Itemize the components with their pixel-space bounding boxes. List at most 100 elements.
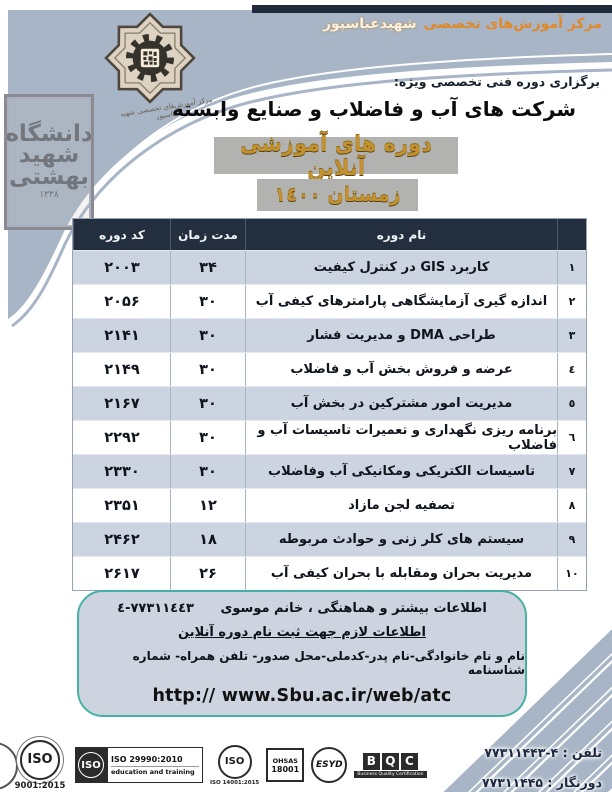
contact-info-box: اطلاعات بیشتر و هماهنگی ، خانم موسوی ٧٧٣… xyxy=(77,590,527,717)
bqc-letter-b: B xyxy=(362,752,380,770)
footer-contact: تلفن : ۷۷۳۱۱۴۴۳-۴ دورنگار : ۷۷۳۱۱۴۴۵ xyxy=(482,738,602,792)
ohsas-18001-logo-icon: OHSAS 18001 xyxy=(266,748,305,782)
table-row: ٢ اندازه گیری آزمایشگاهی پارامترهای کیفی… xyxy=(73,284,586,318)
course-name: مدیریت امور مشترکین در بخش آب xyxy=(245,387,557,420)
course-code: ۲۱۶۷ xyxy=(104,395,140,412)
iso-29990-logo-icon: ISO ISO 29990:2010 education and trainin… xyxy=(75,747,203,783)
iso-14001-logo-icon: ISO ISO 14001:2015 xyxy=(210,744,260,786)
iso-9001-label: ISO xyxy=(27,752,53,767)
footer-fax-number: ۷۷۳۱۱۴۴۵ xyxy=(482,775,544,790)
bqc-letter-q: Q xyxy=(381,752,399,770)
watermark-year: ١٣٣٨ xyxy=(39,189,59,200)
watermark-line3: بهشتی xyxy=(9,163,90,190)
course-name: اندازه گیری آزمایشگاهی پارامترهای کیفی آ… xyxy=(245,285,557,318)
footer-fax-label: دورنگار : xyxy=(547,775,602,790)
org-title-part2: شهیدعباسپور xyxy=(322,16,417,32)
kicker-text: برگزاری دوره فنی تخصصی ویژه: xyxy=(393,74,600,89)
course-name: تاسیسات الکتریکی ومکانیکی آب وفاضلاب xyxy=(245,455,557,488)
badge-winter-1400: زمستان ١٤٠٠ xyxy=(257,179,418,211)
watermark-line2: شهید xyxy=(18,142,80,169)
contact-phone-number: ٧٧٣١١٤٤٣-٤ xyxy=(117,601,194,616)
table-row: ١ کاربرد GIS در کنترل کیفیت ۳۴ ۲۰۰۳ xyxy=(73,250,586,284)
iso-9001-logo-icon: ISO 9001:2015 xyxy=(12,739,68,791)
course-duration: ۱۸ xyxy=(170,523,245,556)
row-number: ٤ xyxy=(557,353,586,386)
course-duration: ۳۰ xyxy=(170,387,245,420)
table-row: ٩ سیستم های کلر زنی و حوادث مربوطه ۱۸ ۲۴… xyxy=(73,522,586,556)
center-emblem-icon xyxy=(104,12,196,104)
row-number: ٣ xyxy=(557,319,586,352)
course-duration: ۳۰ xyxy=(170,319,245,352)
course-name: کاربرد GIS در کنترل کیفیت xyxy=(245,251,557,284)
contact-info-line: اطلاعات بیشتر و هماهنگی ، خانم موسوی ٧٧٣… xyxy=(117,601,487,616)
course-name: طراحی DMA و مدیریت فشار xyxy=(245,319,557,352)
footer-fax-line: دورنگار : ۷۷۳۱۱۴۴۵ xyxy=(482,768,602,792)
course-code: ۲۰۰۳ xyxy=(104,259,140,276)
footer-phone-number: ۷۷۳۱۱۴۴۳-۴ xyxy=(484,745,559,760)
header-course-name: نام دوره xyxy=(245,219,557,250)
course-duration: ۲۶ xyxy=(170,557,245,590)
row-number: ٥ xyxy=(557,387,586,420)
row-number: ١ xyxy=(557,251,586,284)
watermark-line1: دانشگاه xyxy=(5,121,93,148)
bqc-letter-c: C xyxy=(400,752,418,770)
course-duration: ۱۲ xyxy=(170,489,245,522)
row-number: ٢ xyxy=(557,285,586,318)
registration-url-link[interactable]: http:// www.Sbu.ac.ir/web/atc xyxy=(152,686,452,706)
table-row: ٣ طراحی DMA و مدیریت فشار ۳۰ ۲۱۴۱ xyxy=(73,318,586,352)
row-number: ٩ xyxy=(557,523,586,556)
registration-info-heading: اطلاعات لازم جهت ثبت نام دوره آنلاین xyxy=(178,625,426,640)
table-row: ٤ عرضه و فروش بخش آب و فاضلاب ۳۰ ۲۱۴۹ xyxy=(73,352,586,386)
course-code: ۲۳۳۰ xyxy=(104,463,140,480)
bqc-subtitle: Business Quality Certification xyxy=(354,770,427,778)
esyd-logo-icon: ESYD xyxy=(311,747,348,783)
iso-29990-title: ISO 29990:2010 xyxy=(111,754,183,764)
table-row: ٧ تاسیسات الکتریکی ومکانیکی آب وفاضلاب ۳… xyxy=(73,454,586,488)
course-duration: ۳۰ xyxy=(170,455,245,488)
course-code: ۲۱۴۹ xyxy=(104,361,140,378)
course-code: ۲۳۵۱ xyxy=(104,497,140,514)
table-row: ٦ برنامه ریزی نگهداری و تعمیرات تاسیسات … xyxy=(73,420,586,454)
course-duration: ۳۰ xyxy=(170,421,245,454)
registration-fields-line: نام و نام خانوادگی-نام پدر-کدملی-محل صدو… xyxy=(132,649,525,677)
badge-online-courses: دوره های آموزشی آنلاین xyxy=(214,132,458,180)
header-row-number xyxy=(557,219,586,250)
row-number: ٦ xyxy=(557,421,586,454)
iso-14001-label: ISO xyxy=(217,744,252,779)
row-number: ٧ xyxy=(557,455,586,488)
iso-29990-subtitle: education and training xyxy=(111,765,199,776)
footer-phone-line: تلفن : ۷۷۳۱۱۴۴۳-۴ xyxy=(482,738,602,768)
ohsas-number: 18001 xyxy=(271,764,300,774)
course-name: مدیریت بحران ومقابله با بحران کیفی آب xyxy=(245,557,557,590)
header-duration: مدت زمان xyxy=(170,219,245,250)
page-title: شرکت های آب و فاضلاب و صنایع وابسته xyxy=(171,97,576,121)
table-header-row: نام دوره مدت زمان کد دوره xyxy=(73,219,586,250)
ohsas-label: OHSAS xyxy=(272,756,298,765)
row-number: ۱۰ xyxy=(557,557,586,590)
course-name: عرضه و فروش بخش آب و فاضلاب xyxy=(245,353,557,386)
certification-logos: ISO 9001:2015 ISO ISO 29990:2010 educati… xyxy=(12,739,427,791)
course-name: تصفیه لجن مازاد xyxy=(245,489,557,522)
course-code: ۲۰۵۶ xyxy=(104,293,140,310)
iso-9001-number: 9001:2015 xyxy=(14,780,66,791)
bqc-logo-icon: B Q C Business Quality Certification xyxy=(354,752,427,778)
header-course-code: کد دوره xyxy=(73,219,170,250)
course-code: ۲۲۹۲ xyxy=(104,429,140,446)
table-row: ٥ مدیریت امور مشترکین در بخش آب ۳۰ ۲۱۶۷ xyxy=(73,386,586,420)
course-code: ۲۴۶۲ xyxy=(104,531,140,548)
course-name: برنامه ریزی نگهداری و تعمیرات تاسیسات آب… xyxy=(245,421,557,454)
row-number: ٨ xyxy=(557,489,586,522)
footer-phone-label: تلفن : xyxy=(562,745,602,760)
top-accent-strip xyxy=(252,5,612,13)
contact-info-label: اطلاعات بیشتر و هماهنگی ، خانم موسوی xyxy=(220,601,487,616)
courses-table: نام دوره مدت زمان کد دوره ١ کاربرد GIS د… xyxy=(72,218,587,591)
university-watermark-logo: دانشگاه شهید بهشتی ١٣٣٨ xyxy=(4,94,94,230)
course-duration: ۳۰ xyxy=(170,353,245,386)
course-duration: ۳۰ xyxy=(170,285,245,318)
table-row: ٨ تصفیه لجن مازاد ۱۲ ۲۳۵۱ xyxy=(73,488,586,522)
course-name: سیستم های کلر زنی و حوادث مربوطه xyxy=(245,523,557,556)
course-duration: ۳۴ xyxy=(170,251,245,284)
org-title-part1: مرکز آموزش‌های تخصصی xyxy=(423,16,603,32)
iso-14001-number: ISO 14001:2015 xyxy=(210,779,260,786)
